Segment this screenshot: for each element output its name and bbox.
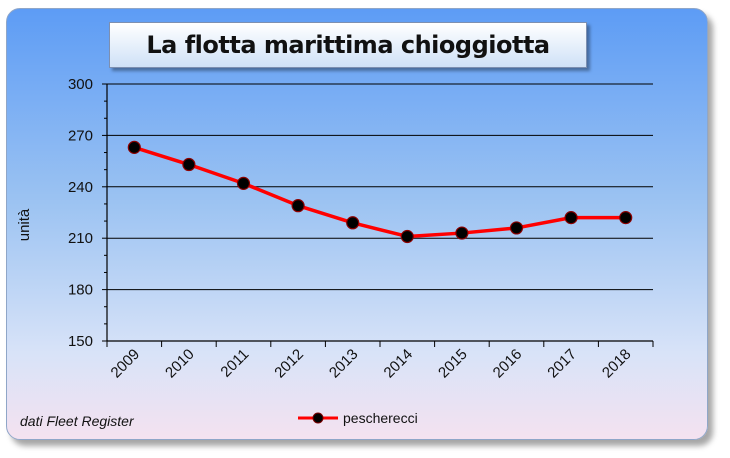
series-line-pescherecci: [133, 145, 626, 239]
y-tick-label-180: 180: [68, 282, 93, 299]
y-tick-label-210: 210: [68, 230, 93, 247]
legend: pescherecci: [298, 410, 418, 426]
x-tick-label-2012: 2012: [271, 346, 307, 382]
data-point-2011: [236, 176, 251, 190]
data-point-2016: [509, 221, 524, 235]
data-point-2009: [127, 140, 141, 154]
x-tick-label-2018: 2018: [599, 346, 635, 382]
data-point-2015: [455, 226, 469, 240]
grid-lines: [107, 83, 653, 291]
source-note: dati Fleet Register: [20, 413, 134, 429]
chart-title: La flotta marittima chioggiotta: [146, 31, 550, 59]
x-tick-label-2016: 2016: [490, 346, 526, 382]
y-axis-label: unità: [16, 208, 33, 241]
x-tick-labels: 2009 2010 2011 2012 2013 2014 2015 2016 2017 2018: [108, 346, 635, 382]
y-tick-label-150: 150: [68, 333, 93, 350]
x-tick-label-2017: 2017: [544, 346, 580, 382]
y-tick-labels: 150 180 210 240 270 300: [68, 76, 93, 350]
data-point-2013: [346, 216, 360, 230]
y-tick-label-240: 240: [68, 179, 93, 196]
x-tick-label-2011: 2011: [217, 346, 252, 381]
y-tick-label-270: 270: [68, 127, 93, 144]
chart-title-box: La flotta marittima chioggiotta: [109, 22, 587, 68]
legend-label: pescherecci: [343, 410, 418, 426]
series-pescherecci: [127, 140, 633, 244]
x-tick-label-2009: 2009: [108, 346, 144, 382]
legend-marker: [312, 412, 324, 424]
x-tick-label-2014: 2014: [381, 346, 417, 382]
axes: [102, 83, 654, 347]
data-point-2010: [182, 157, 196, 172]
y-tick-label-300: 300: [68, 76, 93, 93]
data-point-2018: [619, 211, 633, 225]
data-point-2014: [400, 229, 414, 244]
x-tick-label-2015: 2015: [435, 346, 471, 382]
x-tick-label-2010: 2010: [162, 346, 198, 382]
data-point-2017: [564, 211, 578, 225]
x-tick-label-2013: 2013: [326, 346, 362, 382]
data-point-2012: [291, 199, 305, 213]
